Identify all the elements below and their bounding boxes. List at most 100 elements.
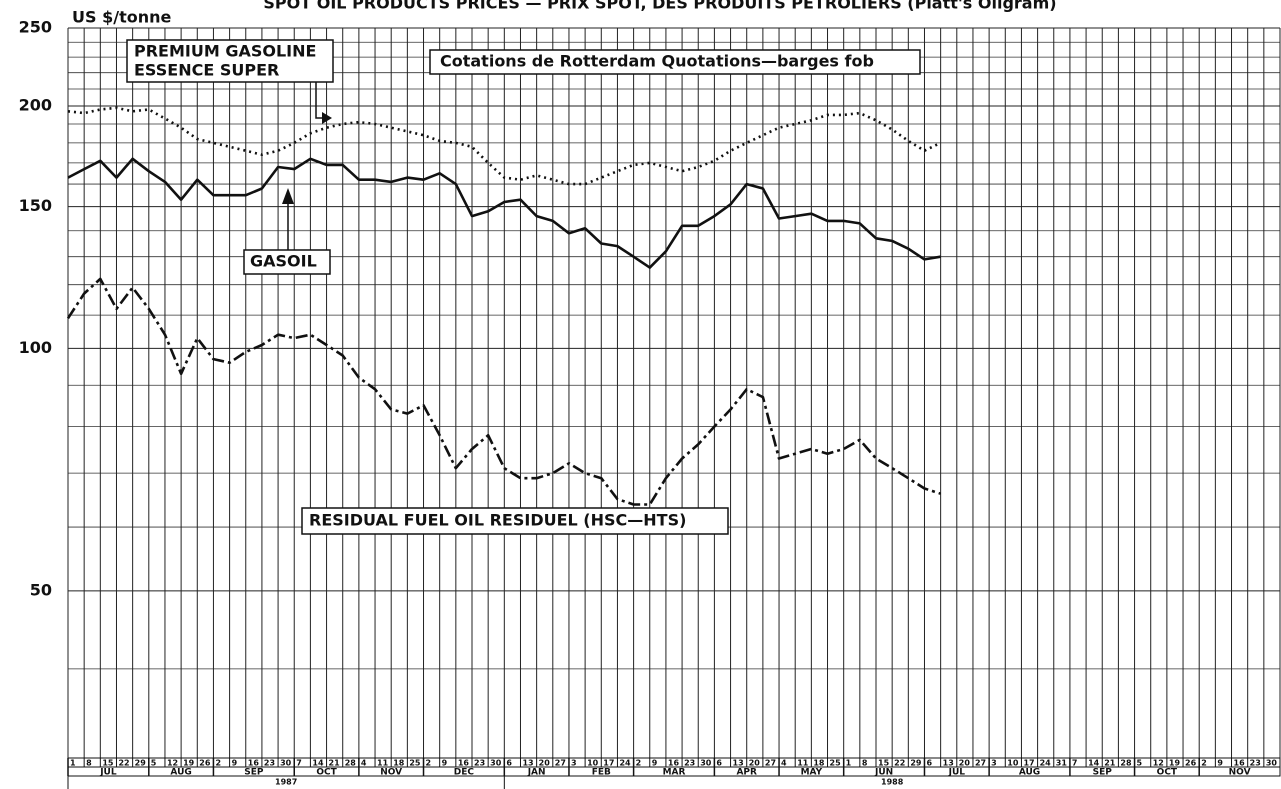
day-label: 2 <box>215 759 221 768</box>
day-label: 5 <box>151 759 157 768</box>
day-label: 10 <box>1007 759 1019 768</box>
day-label: 2 <box>426 759 432 768</box>
day-label: 6 <box>506 759 512 768</box>
series-label: GASOIL <box>250 252 317 271</box>
y-tick-label: 150 <box>19 196 52 215</box>
day-label: 6 <box>716 759 722 768</box>
month-label: NOV <box>380 768 402 778</box>
day-label: 9 <box>442 759 448 768</box>
day-label: 20 <box>749 759 761 768</box>
day-label: 17 <box>1023 759 1034 768</box>
day-label: 6 <box>926 759 932 768</box>
day-label: 9 <box>652 759 658 768</box>
label-box <box>243 249 331 275</box>
day-label: 18 <box>393 759 405 768</box>
month-label: JUN <box>874 768 893 778</box>
month-label: FEB <box>592 768 611 778</box>
day-label: 13 <box>733 759 744 768</box>
day-label: 23 <box>684 759 695 768</box>
month-label: SEP <box>244 768 264 778</box>
day-label: 13 <box>522 759 533 768</box>
day-label: 27 <box>975 759 986 768</box>
day-label: 25 <box>830 759 842 768</box>
day-label: 18 <box>813 759 825 768</box>
day-label: 1 <box>846 759 852 768</box>
month-label: NOV <box>1229 768 1251 778</box>
year-label: 1987 <box>275 778 297 787</box>
day-label: 20 <box>959 759 971 768</box>
y-tick-label: 100 <box>19 338 52 357</box>
y-tick-label: 200 <box>19 96 52 115</box>
day-label: 17 <box>603 759 614 768</box>
day-label: 8 <box>86 759 92 768</box>
day-label: 16 <box>248 759 260 768</box>
day-label: 31 <box>1056 759 1068 768</box>
day-label: 23 <box>264 759 275 768</box>
y-tick-label: 50 <box>30 580 52 599</box>
month-label: AUG <box>1019 768 1040 778</box>
arrow-head <box>322 112 332 124</box>
day-label: 14 <box>312 759 324 768</box>
day-label: 14 <box>1088 759 1100 768</box>
day-label: 29 <box>135 759 147 768</box>
day-label: 8 <box>862 759 868 768</box>
day-label: 15 <box>102 759 114 768</box>
y-tick-label: 250 <box>19 18 52 37</box>
day-label: 21 <box>1104 759 1116 768</box>
day-label: 7 <box>1072 759 1078 768</box>
day-label: 12 <box>167 759 178 768</box>
label-box <box>126 39 334 83</box>
month-label: DEC <box>454 768 475 778</box>
day-label: 3 <box>571 759 577 768</box>
month-label: OCT <box>1157 768 1178 778</box>
day-label: 21 <box>329 759 341 768</box>
annotation-box <box>429 49 921 75</box>
day-label: 27 <box>765 759 776 768</box>
day-label: 16 <box>1234 759 1246 768</box>
day-label: 11 <box>797 759 809 768</box>
day-label: 2 <box>1201 759 1207 768</box>
day-label: 23 <box>1250 759 1261 768</box>
day-label: 27 <box>555 759 566 768</box>
day-label: 5 <box>1137 759 1143 768</box>
day-label: 1 <box>70 759 76 768</box>
day-label: 22 <box>118 759 129 768</box>
month-label: AUG <box>170 768 191 778</box>
annotation: Cotations de Rotterdam Quotations—barges… <box>440 52 874 71</box>
day-label: 26 <box>1185 759 1197 768</box>
day-label: 16 <box>668 759 680 768</box>
chart-title: SPOT OIL PRODUCTS PRICES — PRIX SPOT, DE… <box>263 0 1056 13</box>
day-label: 7 <box>296 759 302 768</box>
day-label: 4 <box>781 759 787 768</box>
month-label: JAN <box>527 768 546 778</box>
month-label: MAR <box>663 768 686 778</box>
day-label: 28 <box>345 759 357 768</box>
day-label: 26 <box>199 759 211 768</box>
day-label: 9 <box>232 759 238 768</box>
year-label: 1988 <box>881 778 904 787</box>
lines <box>66 106 942 506</box>
day-label: 2 <box>636 759 642 768</box>
series-line <box>67 157 941 269</box>
label-box <box>301 507 729 535</box>
month-label: APR <box>736 768 757 778</box>
day-label: 30 <box>280 759 292 768</box>
day-label: 19 <box>183 759 195 768</box>
month-label: OCT <box>316 768 337 778</box>
day-label: 4 <box>361 759 367 768</box>
day-label: 16 <box>458 759 470 768</box>
arrow-head <box>282 188 294 204</box>
series-label: RESIDUAL FUEL OIL RESIDUEL (HSC—HTS) <box>309 511 686 530</box>
day-label: 22 <box>894 759 905 768</box>
day-label: 25 <box>409 759 421 768</box>
day-label: 10 <box>587 759 599 768</box>
series-line <box>66 277 941 506</box>
day-label: 20 <box>539 759 551 768</box>
arrow <box>315 82 326 119</box>
day-label: 24 <box>619 759 631 768</box>
day-label: 12 <box>1153 759 1164 768</box>
day-label: 19 <box>1169 759 1181 768</box>
month-label: JUL <box>948 768 966 778</box>
